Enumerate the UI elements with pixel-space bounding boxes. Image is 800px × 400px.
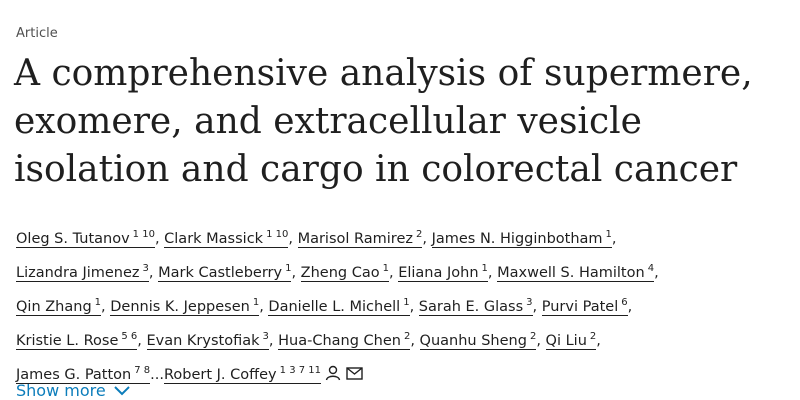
author-link[interactable]: Kristie L. Rose 5 6 (16, 331, 138, 350)
author-name[interactable]: Mark Castleberry (158, 265, 283, 281)
author-link[interactable]: Purvi Patel 6 (541, 297, 628, 316)
author-affiliations[interactable]: 1 (481, 263, 488, 274)
author-affiliations[interactable]: 7 8 (134, 365, 151, 376)
separator: , (148, 265, 154, 281)
author-name[interactable]: Hua-Chang Chen (278, 333, 401, 349)
author-link[interactable]: Dennis K. Jeppesen 1 (110, 297, 260, 316)
author-affiliations[interactable]: 6 (621, 297, 628, 308)
author-link[interactable]: Robert J. Coffey 1 3 7 11 (163, 365, 322, 384)
author-name[interactable]: Maxwell S. Hamilton (497, 265, 645, 281)
author-name[interactable]: Robert J. Coffey (163, 367, 277, 383)
author-name[interactable]: James N. Higginbotham (431, 231, 603, 247)
author-link[interactable]: Maxwell S. Hamilton 4 (497, 263, 655, 282)
email-icon[interactable] (346, 367, 363, 380)
author-name[interactable]: Kristie L. Rose (16, 333, 119, 349)
author-link[interactable]: James N. Higginbotham 1 (431, 229, 612, 248)
ellipsis: ... (150, 367, 164, 383)
separator: , (422, 231, 427, 247)
author-name[interactable]: Clark Massick (164, 231, 264, 247)
author-link[interactable]: Mark Castleberry 1 (158, 263, 292, 282)
author-name[interactable]: Quanhu Sheng (419, 333, 527, 349)
author-name[interactable]: Qin Zhang (16, 299, 92, 315)
author-link[interactable]: James G. Patton 7 8 (16, 365, 151, 384)
contact-icons[interactable] (325, 365, 365, 381)
author-affiliations[interactable]: 5 6 (121, 331, 138, 342)
separator: , (409, 299, 415, 315)
author-name[interactable]: Zheng Cao (300, 265, 380, 281)
separator: , (536, 333, 541, 349)
separator: , (388, 265, 394, 281)
author-affiliations[interactable]: 2 (529, 331, 537, 342)
separator: , (154, 231, 160, 247)
separator: , (410, 333, 415, 349)
author-link[interactable]: Qi Liu 2 (545, 331, 597, 350)
author-affiliations[interactable]: 1 (285, 263, 292, 274)
separator: , (627, 299, 633, 315)
author-link[interactable]: Marisol Ramirez 2 (297, 229, 423, 248)
author-link[interactable]: Danielle L. Michell 1 (268, 297, 410, 316)
author-affiliations[interactable]: 1 (252, 297, 260, 308)
author-name[interactable]: Purvi Patel (541, 299, 619, 315)
article-type: Article (16, 26, 58, 41)
author-affiliations[interactable]: 1 3 7 11 (279, 365, 322, 376)
author-link[interactable]: Lizandra Jimenez 3 (16, 263, 149, 282)
author-affiliations[interactable]: 3 (526, 297, 533, 308)
author-affiliations[interactable]: 2 (415, 229, 423, 240)
show-more-label[interactable]: Show more (16, 381, 106, 400)
author-name[interactable]: Evan Krystofiak (146, 333, 260, 349)
separator: , (487, 265, 493, 281)
separator: , (611, 231, 617, 247)
author-link[interactable]: Qin Zhang 1 (16, 297, 102, 316)
author-name[interactable]: Sarah E. Glass (418, 299, 524, 315)
author-affiliations[interactable]: 1 10 (266, 229, 289, 240)
author-name[interactable]: Oleg S. Tutanov (16, 231, 130, 247)
author-link[interactable]: Hua-Chang Chen 2 (278, 331, 411, 350)
author-name[interactable]: Dennis K. Jeppesen (110, 299, 250, 315)
separator: , (101, 299, 106, 315)
author-name[interactable]: James G. Patton (16, 367, 132, 383)
separator: , (268, 333, 274, 349)
author-name[interactable]: Eliana John (398, 265, 479, 281)
author-link[interactable]: Oleg S. Tutanov 1 10 (16, 229, 155, 248)
article-title: A comprehensive analysis of supermere, e… (14, 53, 753, 190)
separator: , (532, 299, 538, 315)
author-list: Oleg S. Tutanov 1 10, Clark Massick 1 10, … (16, 220, 786, 390)
author-affiliations[interactable]: 4 (647, 263, 655, 274)
separator: , (137, 333, 142, 349)
separator: , (259, 299, 264, 315)
author-affiliations[interactable]: 1 (94, 297, 102, 308)
author-name[interactable]: Danielle L. Michell (268, 299, 401, 315)
author-name[interactable]: Lizandra Jimenez (16, 265, 140, 281)
chevron-down[interactable] (113, 385, 130, 396)
separator: , (596, 333, 601, 349)
author-affiliations[interactable]: 3 (262, 331, 269, 342)
person-icon[interactable] (325, 365, 341, 381)
author-affiliations[interactable]: 1 (382, 263, 389, 274)
author-link[interactable]: Eliana John 1 (398, 263, 488, 282)
author-affiliations[interactable]: 2 (403, 331, 411, 342)
author-link[interactable]: Quanhu Sheng 2 (419, 331, 537, 350)
author-affiliations[interactable]: 1 10 (132, 229, 155, 240)
author-link[interactable]: Sarah E. Glass 3 (418, 297, 533, 316)
author-affiliations[interactable]: 1 (403, 297, 410, 308)
author-link[interactable]: Clark Massick 1 10 (164, 229, 289, 248)
author-name[interactable]: Qi Liu (545, 333, 587, 349)
separator: , (291, 265, 297, 281)
author-name[interactable]: Marisol Ramirez (297, 231, 413, 247)
author-affiliations[interactable]: 2 (589, 331, 597, 342)
author-affiliations[interactable]: 3 (142, 263, 149, 274)
separator: , (654, 265, 659, 281)
author-affiliations[interactable]: 1 (605, 229, 612, 240)
show-more[interactable]: Show more (16, 381, 130, 400)
author-link[interactable]: Zheng Cao 1 (300, 263, 389, 282)
separator: , (288, 231, 293, 247)
author-link[interactable]: Evan Krystofiak 3 (146, 331, 269, 350)
